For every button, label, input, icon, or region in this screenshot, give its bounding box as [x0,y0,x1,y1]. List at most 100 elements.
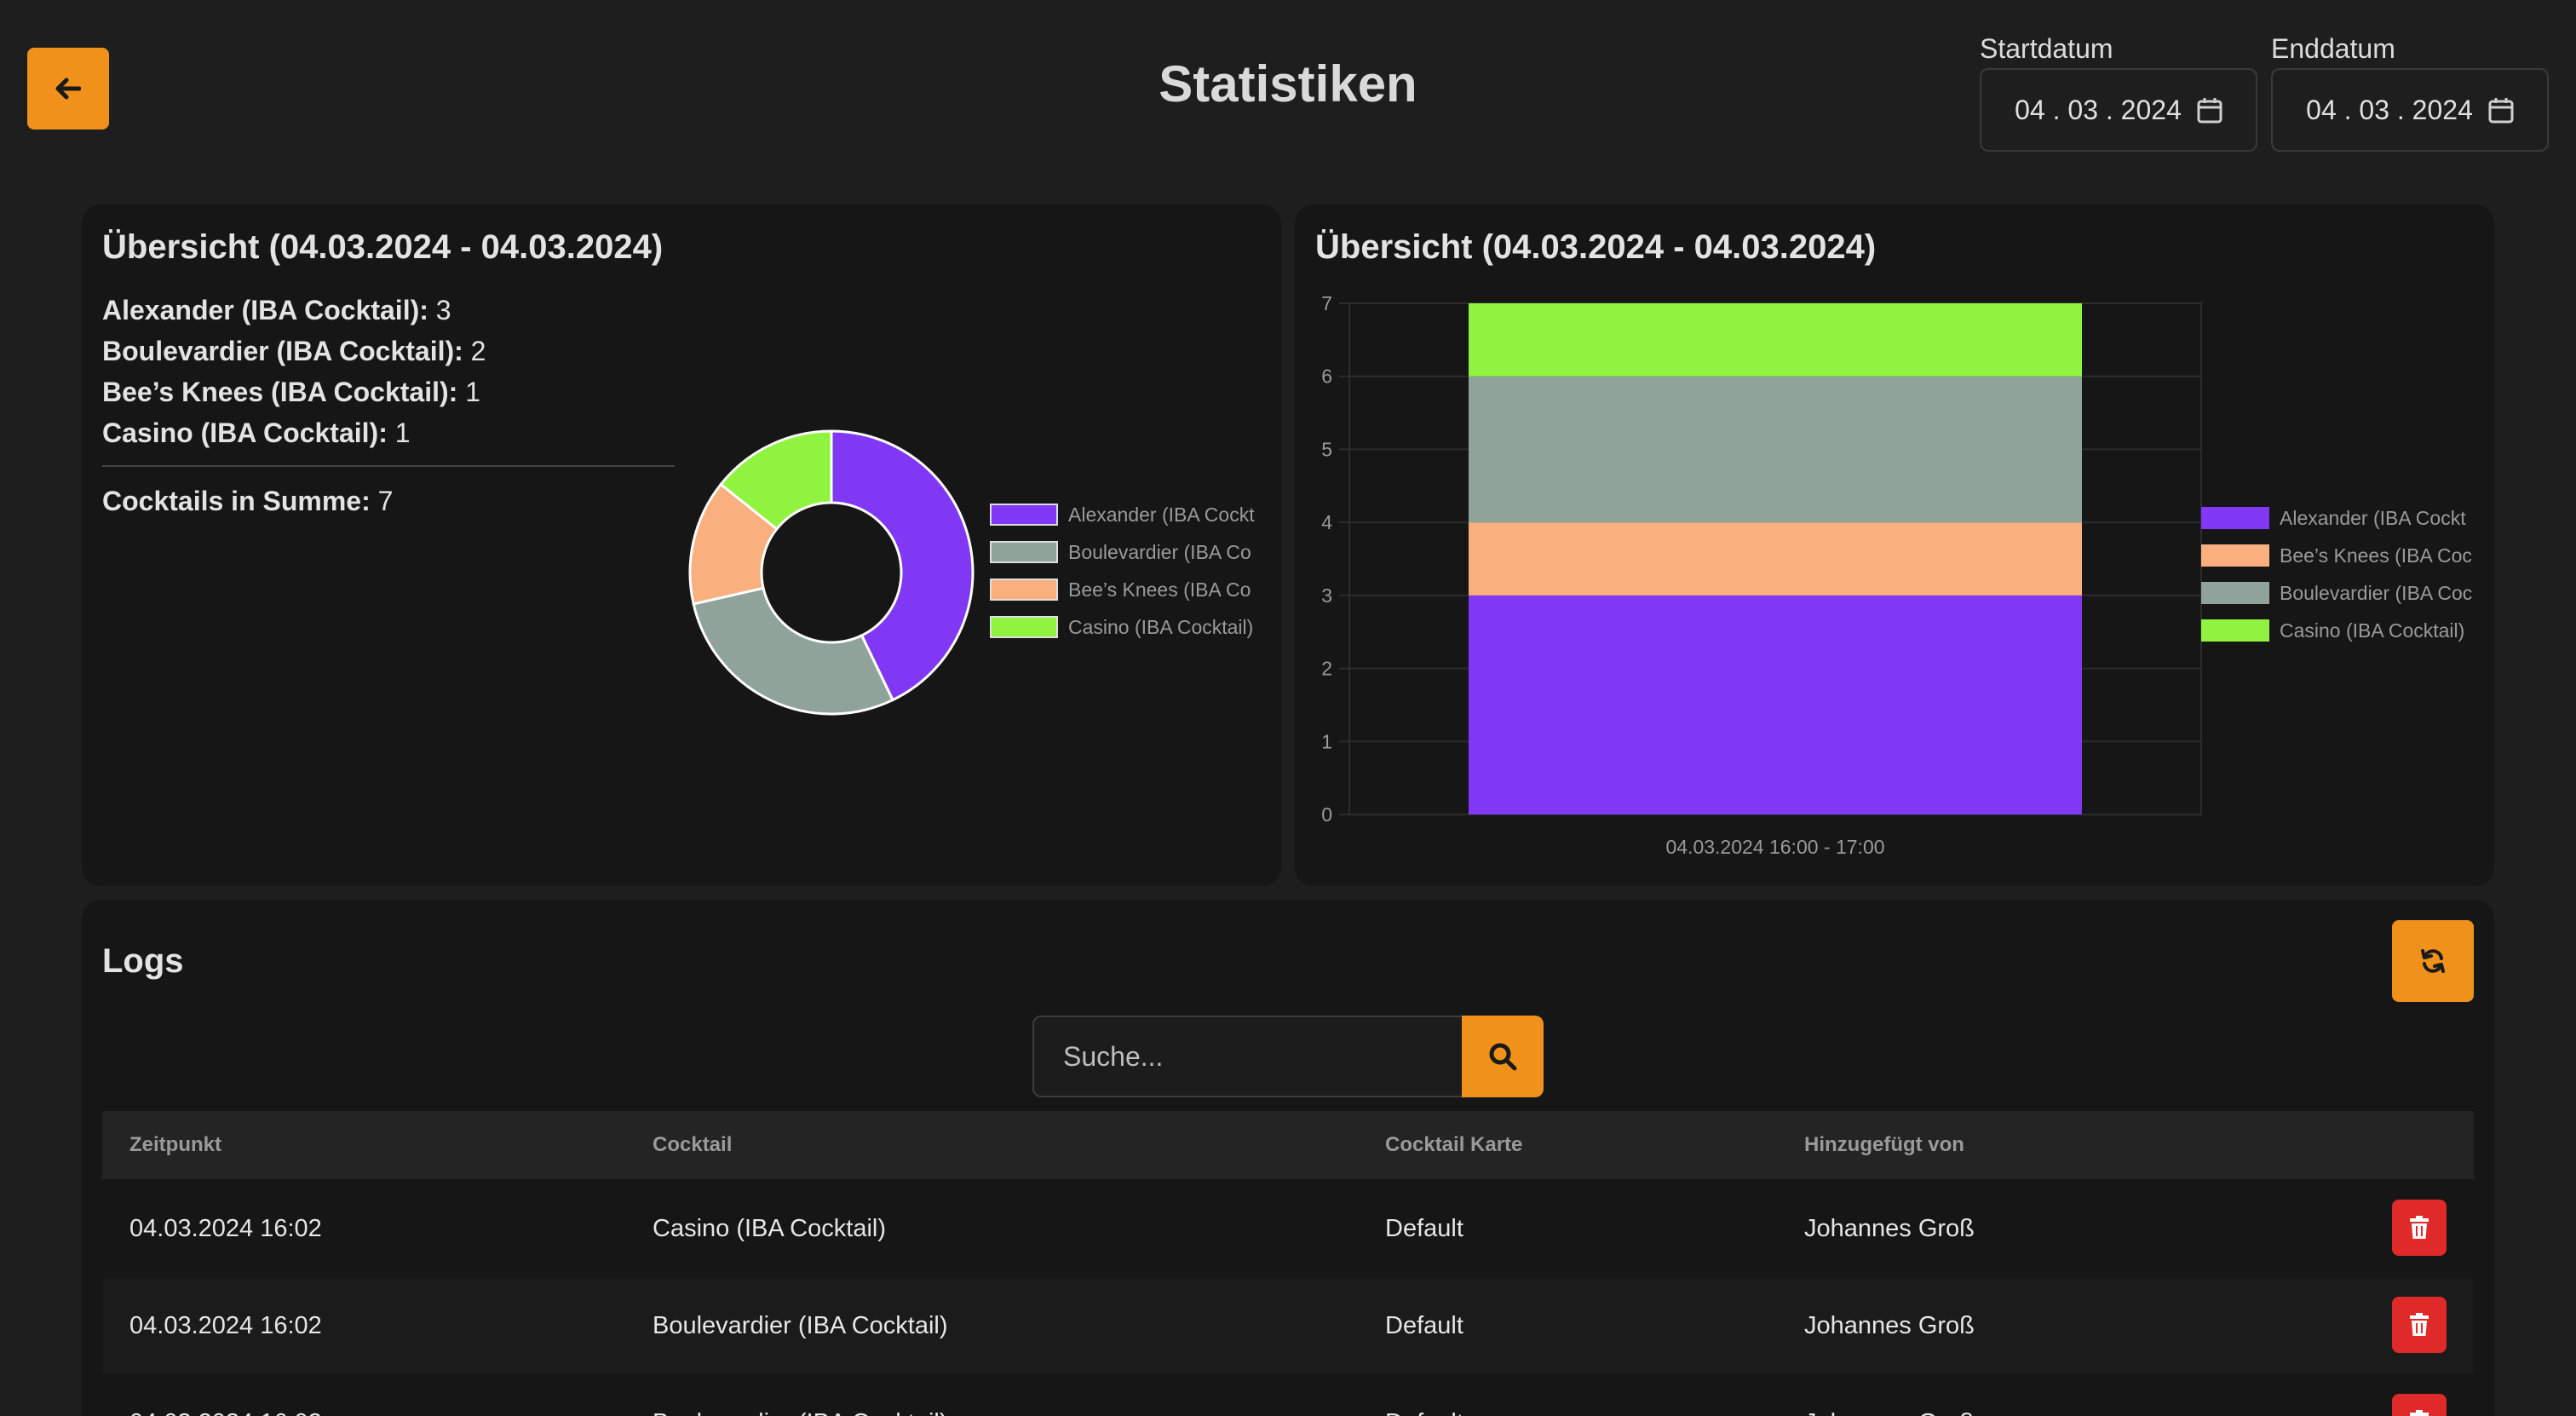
start-date-group: Startdatum 04 . 03 . 2024 [1980,29,2257,152]
delete-button[interactable] [2392,1200,2447,1256]
delete-button[interactable] [2392,1297,2447,1353]
y-tick-label: 4 [1321,511,1332,533]
trash-icon [2410,1216,2429,1239]
cell-added-by: Johannes Groß [1804,1375,1975,1416]
cell-added-by: Johannes Groß [1804,1312,1975,1339]
cell-time: 04.03.2024 16:02 [129,1312,322,1339]
legend-swatch [990,578,1058,601]
donut-slice [830,429,975,702]
legend-label: Alexander (IBA Cockt [2280,506,2466,529]
table-header: Zeitpunkt Cocktail Cocktail Karte Hinzug… [102,1111,2474,1179]
column-header-cocktail-karte[interactable]: Cocktail Karte [1385,1133,1523,1156]
overview-title: Übersicht (04.03.2024 - 04.03.2024) [102,228,664,266]
end-date-label: Enddatum [2271,33,2395,64]
refresh-icon [2421,949,2445,973]
stat-count: 2 [470,336,486,366]
stat-count: 1 [394,417,411,448]
column-header-cocktail[interactable]: Cocktail [653,1133,733,1156]
legend-label: Casino (IBA Cocktail) [1068,615,1254,638]
legend-item[interactable]: Casino (IBA Cocktail) [990,608,1262,646]
legend-label: Alexander (IBA Cockt [1068,503,1255,526]
cell-card: Default [1385,1312,1463,1339]
cell-added-by: Johannes Groß [1804,1215,1975,1242]
bar-legend: Alexander (IBA Cockt Bee’s Knees (IBA Co… [2201,499,2474,649]
page-title: Statistiken [1159,55,1417,112]
column-header-zeitpunkt[interactable]: Zeitpunkt [129,1133,221,1156]
start-date-label: Startdatum [1980,33,2113,64]
arrow-left-icon [55,78,81,100]
legend-item[interactable]: Boulevardier (IBA Co [990,533,1262,571]
total-label: Cocktails in Summe: [102,486,371,516]
cocktail-count-list: Alexander (IBA Cocktail): 3 Boulevardier… [102,290,486,453]
bar-segment [1469,303,2082,377]
legend-swatch [2201,544,2269,567]
trash-icon [2410,1410,2429,1416]
total-line: Cocktails in Summe: 7 [102,486,393,517]
y-tick-label: 7 [1321,292,1332,314]
end-date-value: 04 . 03 . 2024 [2306,94,2473,125]
total-value: 7 [377,486,394,516]
stat-name: Boulevardier (IBA Cocktail): [102,336,463,366]
stat-item: Bee’s Knees (IBA Cocktail): 1 [102,371,486,412]
legend-swatch [990,504,1058,526]
table-row: 04.03.2024 16:02 Boulevardier (IBA Cockt… [102,1375,2474,1416]
search-button[interactable] [1462,1016,1544,1097]
stat-item: Casino (IBA Cocktail): 1 [102,412,486,453]
x-tick-label: 04.03.2024 16:00 - 17:00 [1665,836,1884,858]
bar-segment [1469,522,2082,596]
cell-time: 04.03.2024 16:02 [129,1215,322,1242]
legend-swatch [990,541,1058,563]
cell-time: 04.03.2024 16:02 [129,1375,322,1416]
legend-swatch [2201,582,2269,604]
legend-swatch [990,616,1058,638]
start-date-input[interactable]: 04 . 03 . 2024 [1980,68,2257,152]
stat-name: Bee’s Knees (IBA Cocktail): [102,377,458,407]
cell-cocktail: Casino (IBA Cocktail) [653,1215,886,1242]
end-date-input[interactable]: 04 . 03 . 2024 [2271,68,2549,152]
calendar-icon [2197,98,2222,124]
legend-label: Bee’s Knees (IBA Co [1068,578,1251,601]
stat-name: Casino (IBA Cocktail): [102,417,388,448]
stat-name: Alexander (IBA Cocktail): [102,295,428,325]
logs-title: Logs [102,942,184,980]
donut-slice [719,429,833,531]
legend-swatch [2201,619,2269,642]
delete-button[interactable] [2392,1394,2447,1416]
trash-icon [2410,1313,2429,1336]
end-date-group: Enddatum 04 . 03 . 2024 [2271,29,2549,152]
y-tick-label: 0 [1321,803,1332,826]
stat-count: 3 [435,295,451,325]
calendar-icon [2488,98,2514,124]
cell-card: Default [1385,1215,1463,1242]
column-header-hinzugefuegt-von[interactable]: Hinzugefügt von [1804,1133,1964,1156]
legend-item[interactable]: Bee’s Knees (IBA Co [990,571,1262,608]
y-tick-label: 5 [1321,438,1332,460]
start-date-value: 04 . 03 . 2024 [2015,94,2182,125]
stat-item: Boulevardier (IBA Cocktail): 2 [102,331,486,371]
y-tick-label: 2 [1321,658,1332,680]
bar-chart-title: Übersicht (04.03.2024 - 04.03.2024) [1315,228,1877,266]
y-tick-label: 6 [1321,366,1332,388]
legend-item[interactable]: Casino (IBA Cocktail) [2201,612,2474,649]
back-button[interactable] [27,48,109,130]
legend-label: Boulevardier (IBA Coc [2280,581,2473,604]
search-input[interactable] [1032,1016,1462,1097]
cell-cocktail: Boulevardier (IBA Cocktail) [653,1375,948,1416]
donut-legend: Alexander (IBA Cockt Boulevardier (IBA C… [990,496,1262,646]
search-icon [1489,1043,1517,1071]
legend-item[interactable]: Boulevardier (IBA Coc [2201,574,2474,612]
bar-segment [1469,376,2082,523]
legend-swatch [2201,507,2269,529]
stat-item: Alexander (IBA Cocktail): 3 [102,290,486,331]
cell-card: Default [1385,1375,1463,1416]
legend-label: Boulevardier (IBA Co [1068,540,1251,563]
donut-slice [692,586,895,716]
table-row: 04.03.2024 16:02 Boulevardier (IBA Cockt… [102,1278,2474,1373]
divider [102,465,675,467]
legend-item[interactable]: Alexander (IBA Cockt [2201,499,2474,537]
legend-item[interactable]: Bee’s Knees (IBA Coc [2201,537,2474,574]
legend-item[interactable]: Alexander (IBA Cockt [990,496,1262,533]
stat-count: 1 [465,377,480,407]
bar-segment [1469,595,2082,814]
refresh-button[interactable] [2392,920,2474,1002]
